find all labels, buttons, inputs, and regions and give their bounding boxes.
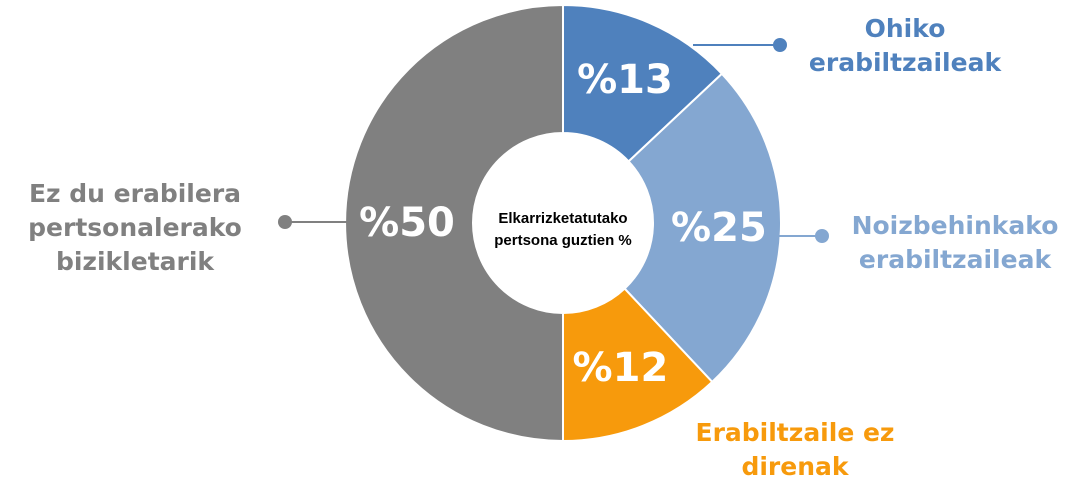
donut-segment (623, 72, 782, 384)
donut-segment (562, 3, 724, 163)
category-label: Ohiko erabiltzaileak (808, 14, 1002, 77)
donut-segment (344, 3, 564, 443)
category-label: Erabiltzaile ez direnak (695, 418, 895, 481)
leader-dot (815, 229, 829, 243)
center-label: Elkarrizketatutako pertsona guztien % (494, 210, 632, 249)
value-label: %13 (577, 56, 673, 103)
value-label: %12 (572, 345, 669, 392)
donut-segment (562, 287, 714, 443)
category-label: Ez du erabilera pertsonalerako bizikleta… (28, 179, 242, 276)
value-label: %50 (359, 200, 455, 246)
leader-dot (278, 215, 292, 229)
value-label: %25 (671, 204, 767, 251)
category-label: Noizbehinkako erabiltzaileak (851, 211, 1059, 274)
leader-dot (773, 38, 787, 52)
